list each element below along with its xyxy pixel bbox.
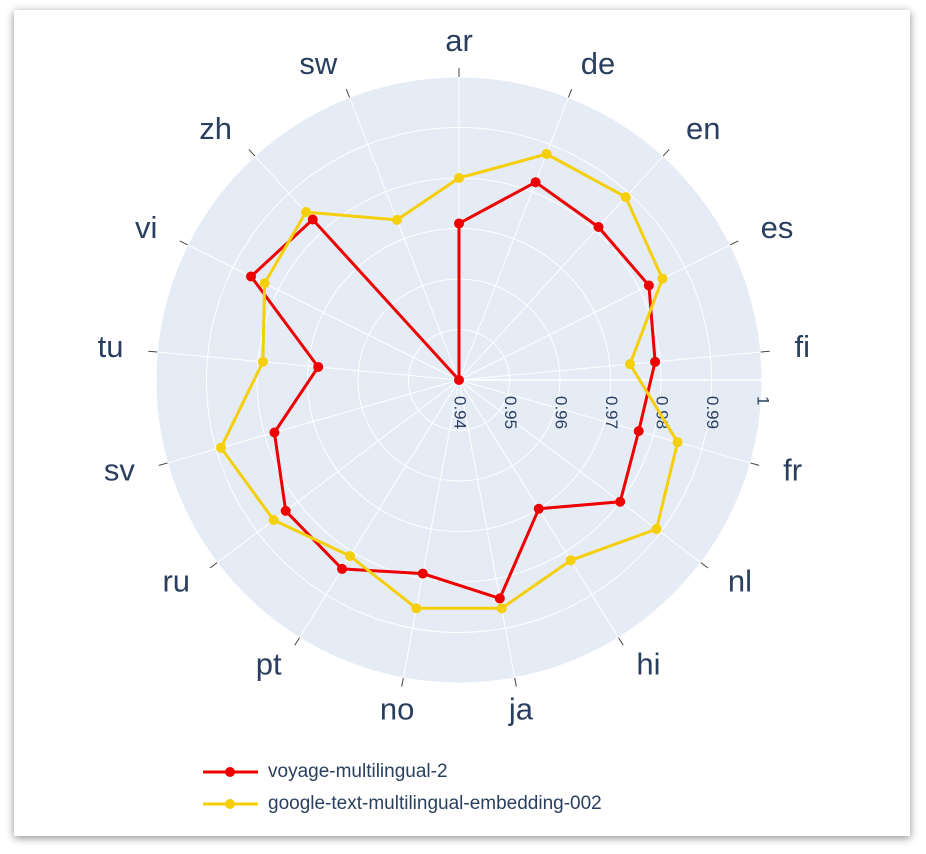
angular-label: hi xyxy=(636,647,660,682)
spoke xyxy=(299,379,460,638)
angular-tick xyxy=(760,350,770,353)
spoke xyxy=(458,379,516,678)
spoke xyxy=(458,97,569,381)
series-line xyxy=(219,152,680,610)
angular-tick xyxy=(750,462,760,466)
spoke xyxy=(458,155,664,381)
angular-tick xyxy=(618,637,624,646)
point xyxy=(633,426,644,437)
point xyxy=(345,551,356,562)
point xyxy=(657,273,668,284)
point xyxy=(411,603,422,614)
spoke xyxy=(216,379,460,563)
point xyxy=(541,148,552,159)
point xyxy=(268,514,279,525)
point xyxy=(454,173,464,183)
legend-label: voyage-multilingual-2 xyxy=(268,761,448,782)
radial-tick-label: 0.95 xyxy=(501,396,520,429)
point xyxy=(307,214,318,225)
angular-label: ar xyxy=(445,23,473,58)
angular-tick xyxy=(248,149,256,157)
angular-tick xyxy=(345,88,351,98)
angular-tick xyxy=(294,637,300,646)
angular-label: es xyxy=(761,210,794,245)
point xyxy=(672,437,683,448)
angular-tick xyxy=(148,350,158,353)
angular-tick xyxy=(700,562,709,569)
point xyxy=(391,214,402,225)
point xyxy=(269,427,280,438)
point xyxy=(593,221,604,232)
point xyxy=(454,375,464,385)
angular-label: fr xyxy=(783,452,802,487)
radial-tick-label: 1 xyxy=(754,396,773,405)
point xyxy=(313,361,324,372)
angular-label: ru xyxy=(162,563,190,598)
point xyxy=(565,555,576,566)
angular-label: sv xyxy=(104,452,136,487)
point xyxy=(494,593,505,604)
angular-label: nl xyxy=(728,563,752,598)
point xyxy=(650,356,661,367)
spoke xyxy=(349,97,460,381)
point xyxy=(624,359,635,370)
series-line xyxy=(249,180,657,600)
radial-tick-label: 0.99 xyxy=(703,396,722,429)
angular-tick xyxy=(514,677,517,687)
point xyxy=(651,524,662,535)
point xyxy=(454,218,464,229)
spoke xyxy=(458,351,761,381)
radial-tick-label: 0.94 xyxy=(451,396,470,429)
point xyxy=(300,207,311,218)
angular-label: vi xyxy=(135,210,157,245)
spoke xyxy=(167,379,460,464)
angular-tick xyxy=(179,240,188,246)
angular-tick xyxy=(158,462,168,466)
point xyxy=(215,442,226,453)
spoke xyxy=(458,379,751,464)
legend-label: google-text-multilingual-embedding-002 xyxy=(268,793,602,814)
legend-marker xyxy=(225,767,235,777)
angular-label: tu xyxy=(98,329,124,364)
spoke xyxy=(187,244,460,381)
spoke xyxy=(402,379,460,678)
angular-label: ja xyxy=(508,691,534,726)
point xyxy=(620,192,631,203)
point xyxy=(615,496,626,507)
point xyxy=(259,278,270,289)
angular-tick xyxy=(730,240,739,246)
angular-tick xyxy=(662,149,670,157)
angular-tick xyxy=(567,88,573,98)
point xyxy=(496,603,507,614)
point xyxy=(280,505,291,516)
point xyxy=(246,271,257,282)
point xyxy=(643,280,654,291)
radial-tick-label: 0.97 xyxy=(602,396,621,429)
point xyxy=(530,177,541,188)
point xyxy=(533,503,544,514)
radial-tick-label: 0.96 xyxy=(552,396,571,429)
angular-label: zh xyxy=(199,111,232,146)
angular-label: pt xyxy=(256,647,282,682)
angular-label: de xyxy=(581,46,615,81)
spoke xyxy=(157,351,460,381)
point xyxy=(257,356,268,367)
point xyxy=(337,563,348,574)
legend-marker xyxy=(225,799,235,809)
angular-label: sw xyxy=(299,46,338,81)
spoke xyxy=(458,244,731,381)
point xyxy=(417,568,428,579)
angular-label: fi xyxy=(795,329,811,364)
radial-tick-label: 0.98 xyxy=(653,396,672,429)
spoke xyxy=(458,379,702,563)
angular-tick xyxy=(209,562,218,569)
angular-label: en xyxy=(686,111,720,146)
angular-label: no xyxy=(380,691,414,726)
angular-tick xyxy=(401,677,404,687)
